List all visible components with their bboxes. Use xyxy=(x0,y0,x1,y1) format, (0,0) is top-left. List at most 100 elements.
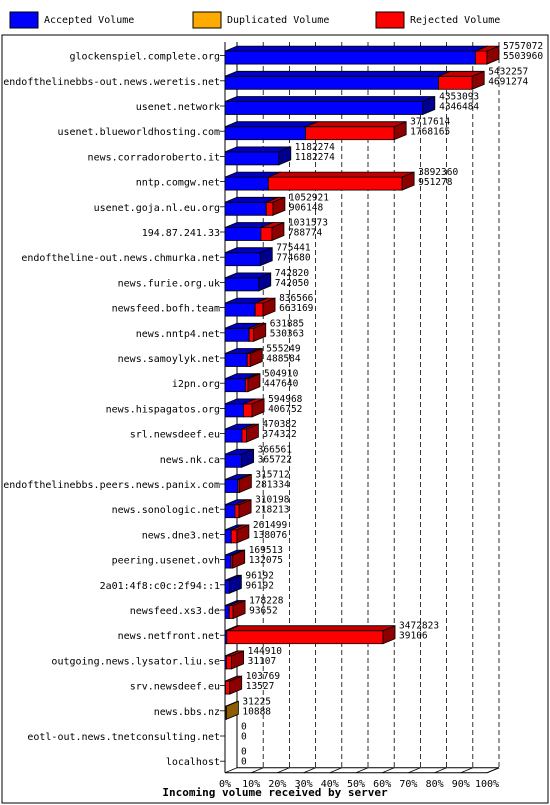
category-label: endoftheline-out.news.chmurka.net xyxy=(21,253,220,264)
category-label: eotl-out.news.tnetconsulting.net xyxy=(27,732,220,743)
value-label-offered: 169513 xyxy=(249,545,283,556)
bar-rejected-top xyxy=(268,171,415,178)
category-label: news.hispagatos.org xyxy=(106,404,220,415)
value-label-accepted: 13527 xyxy=(246,681,275,692)
bar-accepted-front xyxy=(224,176,269,191)
bar-accepted-top xyxy=(224,121,318,128)
bar-accepted-front xyxy=(224,252,261,267)
chart-frame xyxy=(1,34,549,804)
bar-rejected-front xyxy=(438,75,473,90)
bar-accepted-front xyxy=(224,277,260,292)
bar-rejected-side xyxy=(393,121,407,141)
value-label-offered: 96192 xyxy=(245,570,274,581)
legend: Accepted Volume Duplicated Volume Reject… xyxy=(9,11,500,29)
x-tick-label: 0% xyxy=(219,779,231,790)
bar-accepted-front xyxy=(224,605,230,619)
bar-rejected-front xyxy=(230,529,238,544)
x-tick-label: 50% xyxy=(347,779,365,790)
value-label-offered: 144910 xyxy=(248,646,283,657)
value-label-offered: 31225 xyxy=(242,696,271,707)
value-label-accepted: 906148 xyxy=(289,202,324,213)
x-tick-label: 80% xyxy=(426,779,444,790)
category-label: srl.newsdeef.eu xyxy=(130,430,220,441)
value-label-offered: 5432257 xyxy=(488,66,528,77)
legend-item-rejected: Rejected Volume xyxy=(375,11,500,29)
bar-accepted-side xyxy=(259,247,273,267)
value-label-accepted: 0 xyxy=(241,732,247,743)
bar-rejected-front xyxy=(248,327,255,342)
category-label: nntp.comgw.net xyxy=(136,178,220,189)
value-label-accepted: 488584 xyxy=(266,354,301,365)
value-label-accepted: 138076 xyxy=(253,530,288,541)
value-label-accepted: 374322 xyxy=(262,429,296,440)
value-label-offered: 3892360 xyxy=(418,167,458,178)
category-label: localhost xyxy=(166,757,220,768)
value-label-offered: 5757072 xyxy=(503,41,543,52)
category-label: 2a01:4f8:c0c:2f94::1 xyxy=(100,581,220,592)
value-label-offered: 103769 xyxy=(246,671,281,682)
bar-accepted-front xyxy=(224,378,246,393)
category-label: peering.usenet.ovh xyxy=(112,556,220,567)
value-label-accepted: 96192 xyxy=(245,580,274,591)
category-label: news.samoylyk.net xyxy=(118,354,220,365)
value-label-accepted: 774680 xyxy=(276,253,311,264)
bar-accepted-front xyxy=(224,151,280,166)
value-label-accepted: 4346484 xyxy=(439,102,479,113)
category-label: usenet.goja.nl.eu.org xyxy=(94,203,220,214)
bar-accepted-front xyxy=(224,201,267,216)
category-label: usenet.network xyxy=(136,102,220,113)
value-label-offered: 1031573 xyxy=(288,218,328,229)
bar-rejected-side xyxy=(236,524,250,544)
bar-rejected-side xyxy=(486,45,500,65)
bar-duplicated-side xyxy=(226,700,239,720)
value-label-offered: 555249 xyxy=(266,344,301,355)
bar-accepted-side xyxy=(258,272,272,292)
legend-label-accepted: Accepted Volume xyxy=(44,15,134,26)
value-label-accepted: 0 xyxy=(241,757,247,768)
value-label-accepted: 406752 xyxy=(268,404,302,415)
category-label: usenet.blueworldhosting.com xyxy=(57,127,220,138)
category-label: news.corradoroberto.it xyxy=(88,152,220,163)
bar-rejected-front xyxy=(226,655,232,670)
bar-rejected-front xyxy=(267,176,403,191)
bar-accepted-side xyxy=(241,448,255,468)
bar-rejected-side xyxy=(272,196,286,216)
value-label-accepted: 365722 xyxy=(258,454,292,465)
value-label-accepted: 10888 xyxy=(242,706,271,717)
category-label: srv.newsdeef.eu xyxy=(130,682,220,693)
legend-label-rejected: Rejected Volume xyxy=(410,15,500,26)
bar-rejected-side xyxy=(471,70,485,90)
value-label-offered: 594968 xyxy=(268,394,303,405)
x-tick-label: 20% xyxy=(268,779,286,790)
x-tick-label: 10% xyxy=(242,779,260,790)
tick-mark-20 xyxy=(277,767,290,774)
category-label: newsfeed.xs3.de xyxy=(130,606,220,617)
bar-accepted-front xyxy=(224,479,239,493)
bar-accepted-front xyxy=(224,353,248,367)
bar-rejected-front xyxy=(254,302,264,317)
bar-rejected-front xyxy=(241,428,247,443)
value-label-offered: 1182274 xyxy=(295,142,335,153)
bar-accepted-front xyxy=(224,529,232,544)
bar-accepted-top xyxy=(224,45,488,52)
value-label-accepted: 1768165 xyxy=(410,127,450,138)
bar-rejected-side xyxy=(262,297,276,317)
value-label-offered: 0 xyxy=(241,722,247,733)
value-label-offered: 470382 xyxy=(262,419,296,430)
bar-accepted-front xyxy=(224,101,424,115)
value-label-offered: 742820 xyxy=(275,268,310,279)
bar-rejected-front xyxy=(305,126,395,141)
bar-accepted-side xyxy=(278,146,292,166)
bar-accepted-side xyxy=(228,574,242,594)
bar-rejected-side xyxy=(246,423,259,443)
legend-swatch-duplicated xyxy=(192,11,222,29)
category-label: news.sonologic.net xyxy=(112,505,220,516)
value-label-offered: 0 xyxy=(241,747,247,758)
tick-mark-90 xyxy=(460,767,473,774)
value-label-accepted: 788774 xyxy=(288,228,323,239)
category-label: news.dne3.net xyxy=(142,530,220,541)
category-label: news.nk.ca xyxy=(160,455,220,466)
bar-rejected-side xyxy=(401,171,415,191)
value-label-offered: 4353093 xyxy=(439,92,479,103)
bar-rejected-front xyxy=(228,605,234,619)
